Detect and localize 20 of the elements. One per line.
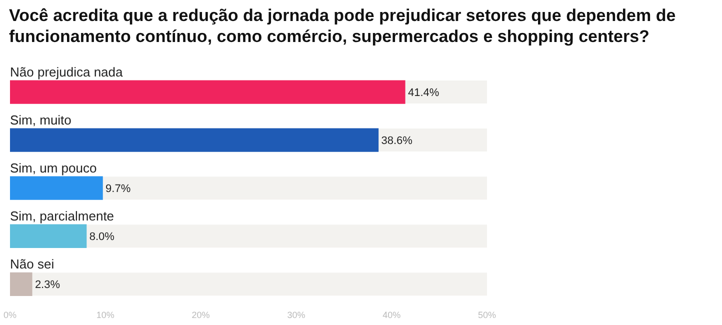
chart-title: Você acredita que a redução da jornada pode prejudicar setores que dependem de funcionamento contínuo, como comércio, supermercados e shopping centers? <box>9 5 677 47</box>
bar <box>10 176 103 200</box>
y-tick-label: Não sei <box>10 256 54 272</box>
data-label: 38.6% <box>381 135 413 148</box>
data-label: 8.0% <box>89 231 115 244</box>
x-tick-label: 20% <box>192 310 210 320</box>
x-tick-label: 0% <box>3 310 17 320</box>
data-label: 2.3% <box>34 279 60 292</box>
data-label: 9.7% <box>106 183 131 196</box>
x-tick-label: 30% <box>287 310 306 320</box>
y-tick-label: Sim, parcialmente <box>10 208 114 224</box>
x-tick-label: 40% <box>382 310 401 320</box>
x-tick-label: 10% <box>96 310 114 320</box>
y-tick-label: Não prejudica nada <box>10 64 124 80</box>
bar <box>10 272 32 296</box>
data-label: 41.4% <box>408 87 440 100</box>
y-tick-label: Sim, um pouco <box>10 160 97 176</box>
bar <box>10 224 87 248</box>
x-tick-label: 50% <box>478 310 496 320</box>
y-tick-label: Sim, muito <box>10 112 72 128</box>
